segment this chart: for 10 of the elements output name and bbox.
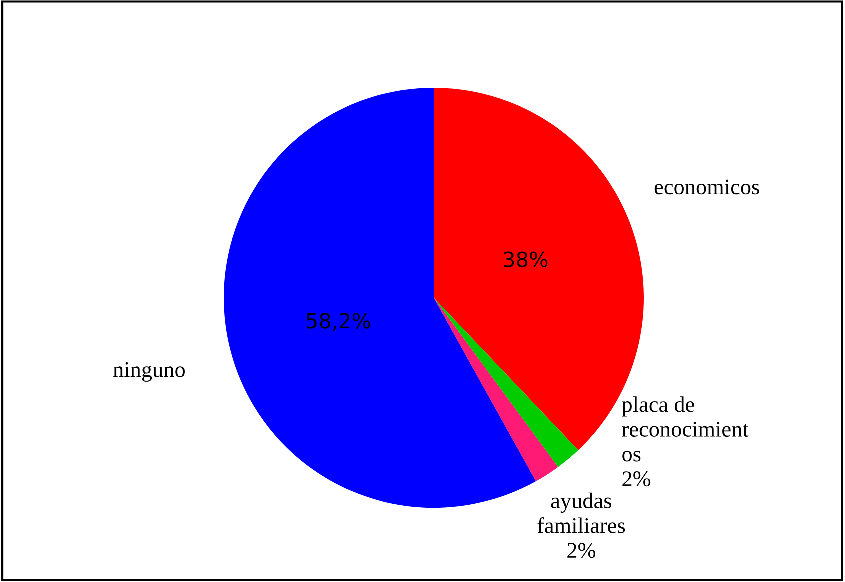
slice-label: ayudas familiares (538, 492, 626, 534)
slice-label: economicos (654, 180, 760, 195)
pie-slice (434, 298, 578, 468)
slice-label: ninguno (114, 362, 186, 382)
data-label: 2% (622, 472, 651, 487)
data-label: 2% (568, 543, 596, 558)
data-label: 38% (504, 252, 548, 268)
data-label: 58,2% (306, 313, 370, 331)
pie-slice (434, 298, 558, 482)
slice-label: placa de reconocimient os (622, 396, 749, 462)
